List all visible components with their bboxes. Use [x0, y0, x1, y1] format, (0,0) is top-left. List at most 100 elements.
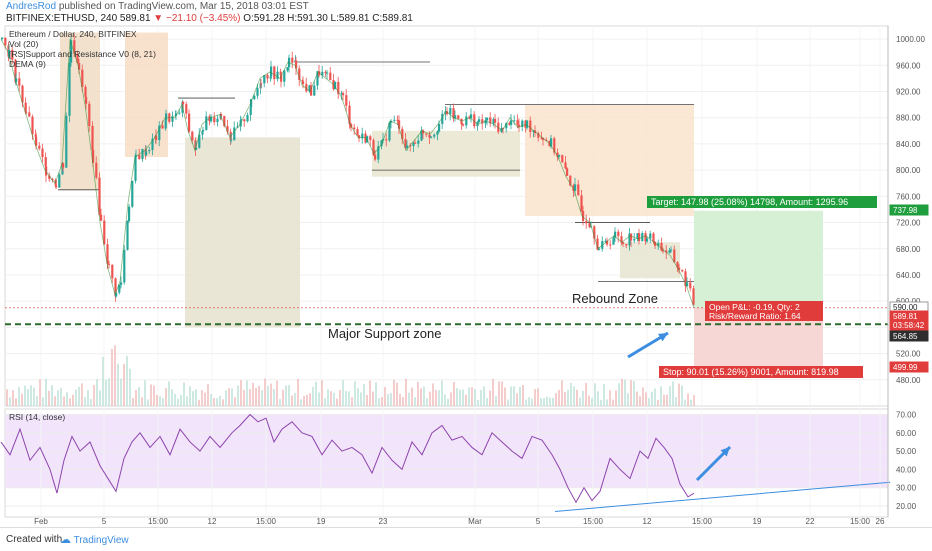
down-candle — [678, 267, 681, 271]
up-candle — [61, 163, 64, 175]
symbol-line: BITFINEX:ETHUSD, 240 — [6, 13, 118, 24]
volume-bar — [327, 389, 329, 406]
up-candle — [657, 242, 660, 246]
up-candle — [612, 237, 615, 245]
volume-bar — [567, 389, 569, 406]
last-price: 589.81 — [119, 13, 151, 24]
volume-bar — [360, 392, 362, 406]
volume-bar — [531, 398, 533, 406]
chart-canvas[interactable]: Rebound Zone Major Support zone Target: 14… — [0, 0, 932, 527]
down-candle — [652, 233, 655, 242]
down-candle — [662, 250, 665, 252]
volume-bar — [579, 397, 581, 406]
volume-bar — [9, 397, 11, 406]
up-candle — [361, 133, 364, 139]
volume-bar — [477, 399, 479, 406]
down-candle — [404, 139, 407, 148]
price-tick-label: 840.00 — [896, 140, 921, 149]
down-arrow-icon: ▼ — [153, 13, 164, 24]
volume-bar — [57, 390, 59, 406]
volume-bar — [606, 399, 608, 406]
up-candle — [550, 138, 553, 147]
volume-bar — [6, 389, 8, 406]
volume-bar — [159, 396, 161, 406]
up-candle — [449, 108, 452, 115]
time-tick-label: Feb — [34, 517, 48, 526]
up-candle — [68, 62, 71, 116]
down-candle — [497, 122, 500, 132]
rsi-arrow-icon-head — [720, 447, 730, 457]
up-candle — [151, 138, 154, 150]
down-candle — [452, 108, 455, 119]
tradingview-logo[interactable]: ☁ TradingView — [60, 533, 129, 546]
up-candle — [141, 148, 144, 160]
up-candle — [604, 240, 607, 242]
down-candle — [580, 195, 583, 211]
volume-bar — [117, 363, 119, 406]
up-candle — [145, 151, 148, 156]
stop-label: Stop: 90.01 (15.26%) 9001, Amount: 819.9… — [663, 367, 839, 377]
volume-bar — [174, 393, 176, 406]
down-candle — [676, 262, 679, 268]
volume-bar — [105, 379, 107, 406]
volume-bar — [411, 387, 413, 406]
down-candle — [457, 115, 460, 119]
up-candle — [532, 130, 535, 133]
up-candle — [380, 140, 383, 147]
up-candle — [123, 249, 126, 283]
volume-bar — [309, 393, 311, 406]
volume-bar — [69, 398, 71, 406]
down-candle — [14, 59, 17, 82]
volume-bar — [573, 386, 575, 406]
up-candle — [406, 145, 409, 148]
up-candle — [263, 75, 266, 84]
volume-bar — [585, 382, 587, 406]
rsi-tick-label: 30.00 — [896, 484, 917, 493]
time-tick-label: 15:00 — [256, 517, 277, 526]
up-candle — [438, 123, 441, 132]
up-candle — [276, 71, 279, 80]
up-candle — [15, 78, 18, 82]
down-candle — [18, 78, 21, 86]
pnl-label: Open P&L: -0.19, Qty: 2 — [709, 302, 800, 312]
down-candle — [100, 214, 103, 221]
up-candle — [175, 113, 178, 115]
down-candle — [364, 133, 367, 143]
volume-bar — [339, 389, 341, 406]
time-tick-label: 23 — [379, 517, 388, 526]
up-candle — [128, 206, 131, 222]
author-name[interactable]: AndresRod — [6, 1, 57, 12]
volume-bar — [240, 380, 242, 406]
target-zone — [694, 210, 823, 308]
volume-bar — [81, 383, 83, 406]
price-tag-box — [889, 330, 929, 342]
up-candle — [70, 40, 73, 63]
volume-bar — [483, 386, 485, 406]
volume-bar — [603, 384, 605, 406]
volume-bar — [87, 390, 89, 406]
up-candle — [158, 125, 161, 141]
up-candle — [308, 85, 311, 92]
volume-bar — [282, 389, 284, 406]
rr-label: Risk/Reward Ratio: 1.64 — [709, 311, 801, 321]
indicator-legend: Vol (20) — [9, 39, 38, 49]
price-tag-label: 590.00 — [893, 303, 918, 312]
up-candle — [1, 37, 4, 40]
down-candle — [356, 129, 359, 136]
volume-bar — [264, 378, 266, 406]
up-candle — [283, 70, 286, 82]
up-candle — [240, 119, 243, 121]
up-candle — [120, 282, 123, 285]
up-candle — [649, 233, 652, 239]
rsi-tick-label: 60.00 — [896, 429, 917, 438]
volume-bar — [246, 380, 248, 406]
volume-bar — [597, 391, 599, 406]
down-candle — [35, 136, 38, 146]
down-candle — [556, 152, 559, 157]
up-candle — [574, 184, 577, 191]
rsi-legend: RSI (14, close) — [9, 412, 65, 422]
volume-bar — [120, 378, 122, 406]
volume-bar — [618, 383, 620, 406]
volume-bar — [180, 394, 182, 406]
down-candle — [73, 40, 76, 54]
